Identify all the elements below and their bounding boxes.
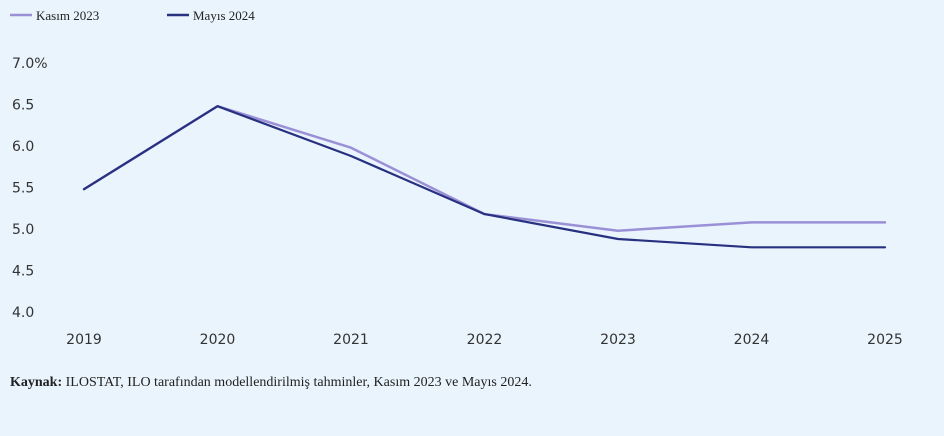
legend: Kasım 2023 Mayıs 2024 — [10, 8, 255, 23]
source-text: ILOSTAT, ILO tarafından modellendirilmiş… — [65, 375, 532, 390]
source-label: Kaynak: — [10, 375, 63, 390]
x-axis: 2019 2020 2021 2022 2023 2024 2025 — [66, 332, 903, 348]
series-line — [82, 105, 887, 249]
legend-item: Kasım 2023 — [10, 8, 99, 23]
x-tick-label: 2022 — [467, 332, 503, 348]
x-tick-label: 2023 — [600, 332, 636, 348]
y-tick-label: 5.0 — [12, 222, 34, 238]
series-layer — [82, 104, 887, 249]
x-tick-label: 2024 — [734, 332, 770, 348]
y-axis: 4.0 4.5 5.0 5.5 6.0 6.5 7.0% — [12, 56, 48, 321]
legend-label: Kasım 2023 — [36, 8, 99, 23]
y-tick-label: 5.5 — [12, 181, 34, 197]
y-tick-label: 7.0% — [12, 56, 48, 72]
x-tick-label: 2021 — [333, 332, 369, 348]
legend-label: Mayıs 2024 — [193, 8, 255, 23]
source-note: Kaynak: ILOSTAT, ILO tarafından modellen… — [10, 375, 532, 391]
line-chart: Kasım 2023 Mayıs 2024 4.0 4.5 5.0 5.5 6.0 6.5 7… — [10, 8, 903, 348]
series-line — [82, 104, 887, 232]
y-tick-label: 6.5 — [12, 98, 34, 114]
x-tick-label: 2019 — [66, 332, 102, 348]
x-tick-label: 2020 — [200, 332, 236, 348]
y-tick-label: 4.0 — [12, 305, 34, 321]
x-tick-label: 2025 — [867, 332, 903, 348]
legend-item: Mayıs 2024 — [167, 8, 255, 23]
y-tick-label: 6.0 — [12, 139, 34, 155]
y-tick-label: 4.5 — [12, 264, 34, 280]
